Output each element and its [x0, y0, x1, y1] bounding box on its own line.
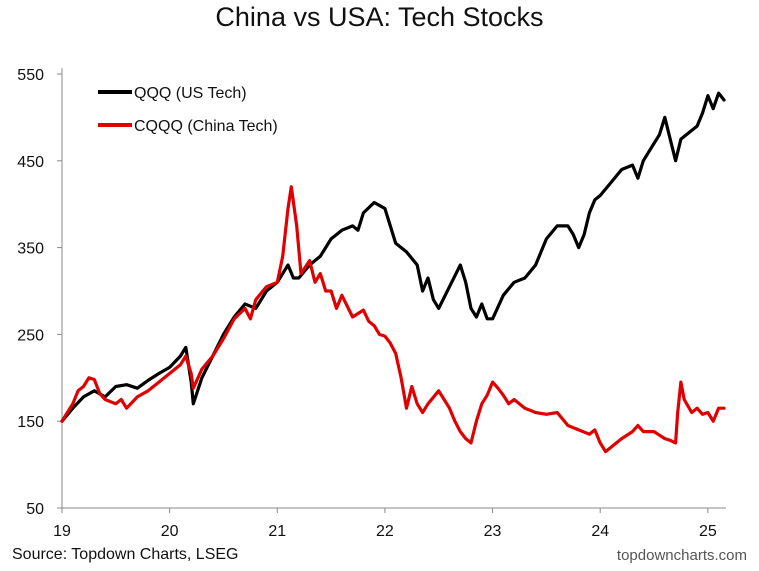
x-tick-label: 24 [591, 523, 609, 540]
legend-label: CQQQ (China Tech) [134, 118, 278, 135]
x-tick-label: 19 [53, 523, 71, 540]
legend-label: QQQ (US Tech) [134, 85, 247, 102]
axes: 50 150 250 350 450 550 19 20 21 22 23 24 25 [17, 67, 726, 540]
legend: QQQ (US Tech) CQQQ (China Tech) [98, 85, 278, 135]
x-tick-label: 22 [376, 523, 394, 540]
x-tick-label: 20 [161, 523, 179, 540]
watermark: topdowncharts.com [616, 547, 747, 564]
chart-title: China vs USA: Tech Stocks [215, 2, 544, 32]
y-tick-label: 550 [17, 67, 44, 84]
series-line-cqqq [60, 185, 726, 454]
x-tick-label: 21 [268, 523, 286, 540]
series-lines [60, 91, 726, 454]
x-tick-label: 25 [699, 523, 717, 540]
y-tick-label: 150 [17, 414, 44, 431]
y-tick-label: 350 [17, 241, 44, 258]
series-line-qqq [60, 91, 726, 423]
y-tick-label: 450 [17, 154, 44, 171]
y-tick-label: 50 [26, 501, 44, 518]
y-tick-label: 250 [17, 327, 44, 344]
source-note: Source: Topdown Charts, LSEG [12, 546, 239, 563]
x-tick-label: 23 [484, 523, 502, 540]
